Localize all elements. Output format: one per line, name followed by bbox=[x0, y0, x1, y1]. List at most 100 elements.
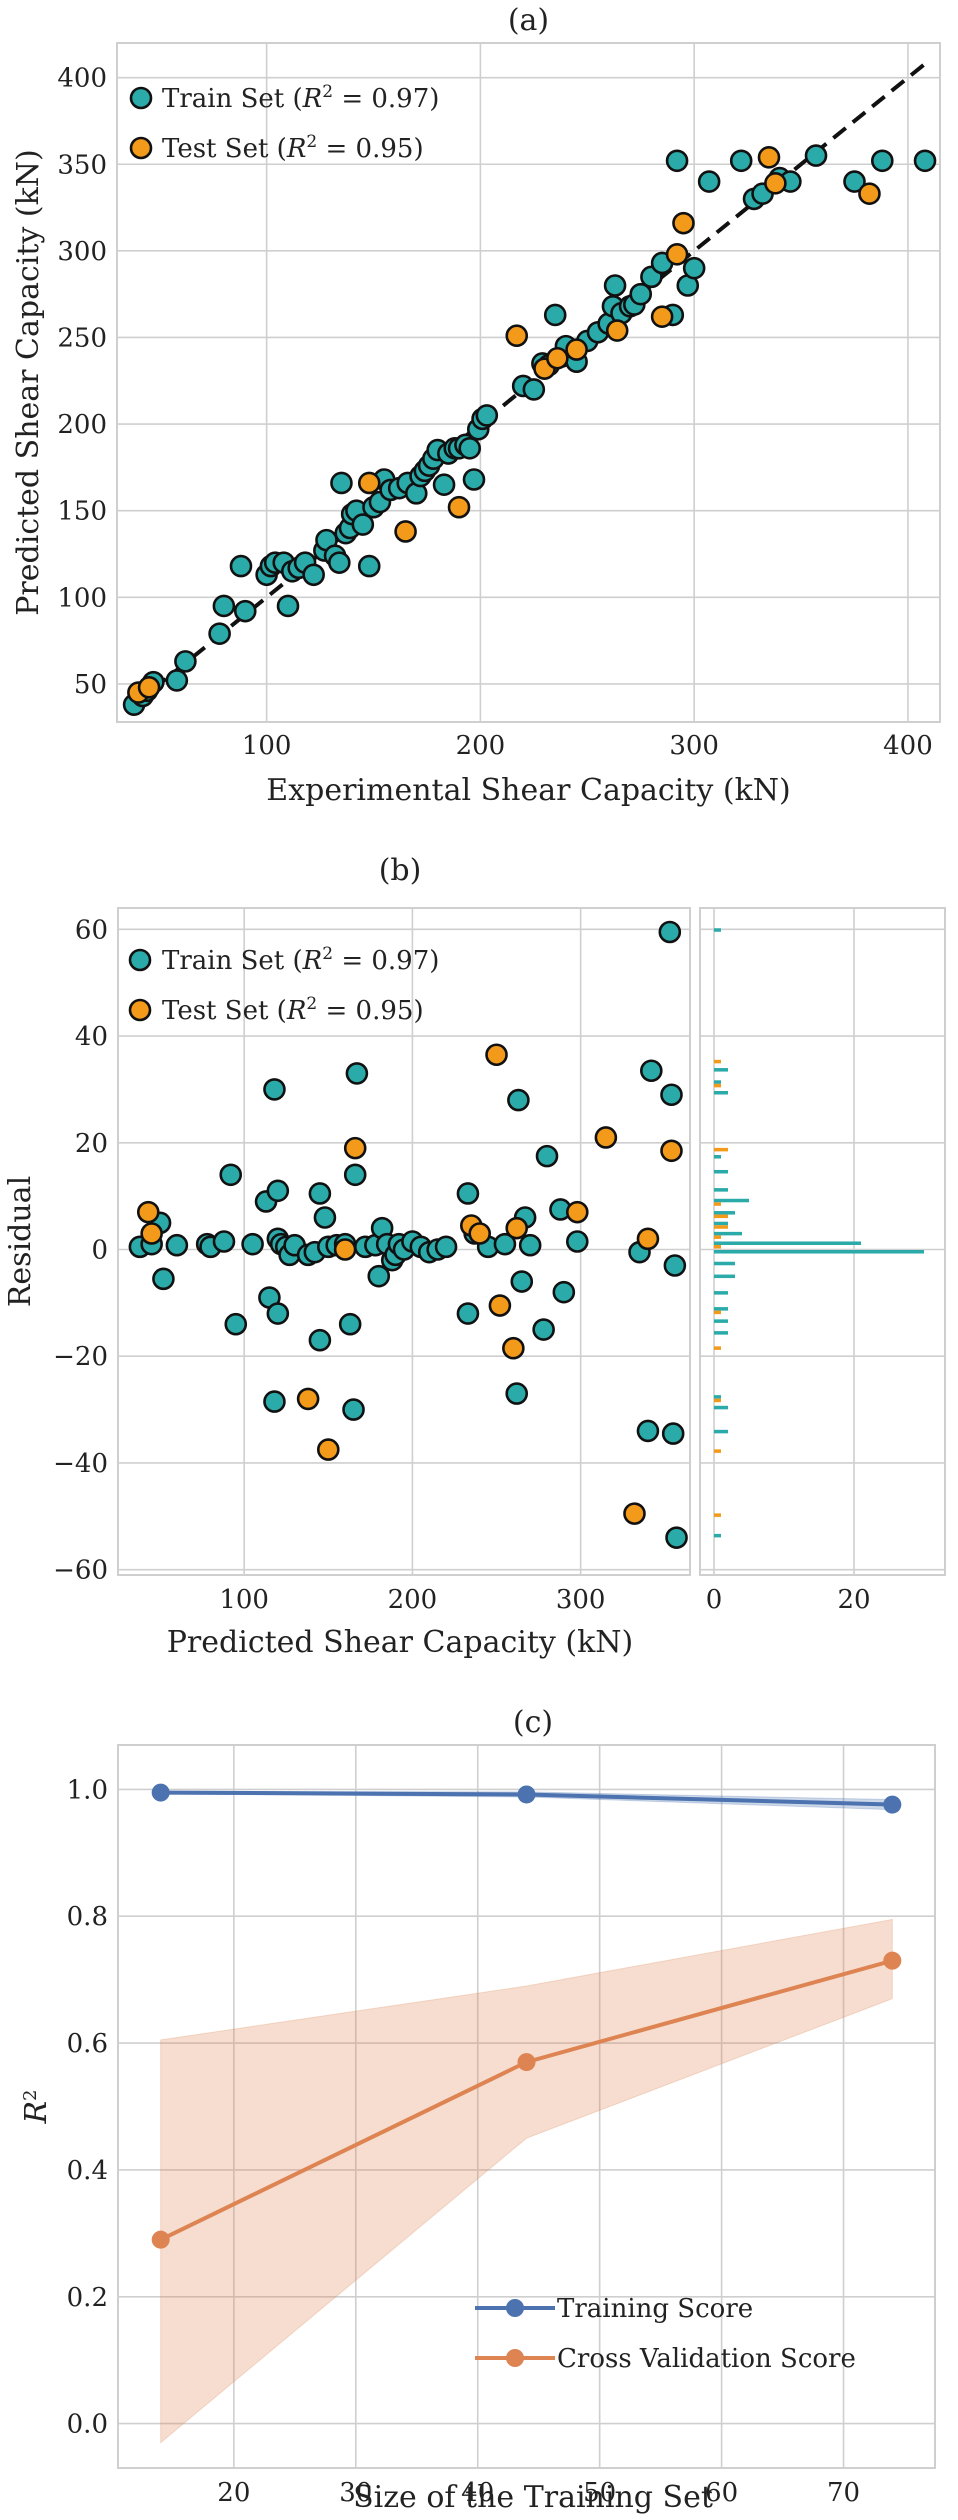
train-point bbox=[263, 1078, 286, 1101]
test-point bbox=[764, 172, 787, 195]
hist-bar-train bbox=[714, 1188, 728, 1192]
test-point bbox=[757, 146, 781, 169]
y-tick-label: 1.0 bbox=[67, 1775, 108, 1805]
x-tick-label: 300 bbox=[669, 731, 719, 761]
train-point bbox=[266, 1179, 290, 1203]
train-point bbox=[432, 473, 456, 496]
hist-bar-test bbox=[714, 1147, 728, 1152]
plot-frame bbox=[117, 1744, 936, 2469]
test-point bbox=[505, 1216, 529, 1240]
y-tick-label: 0.2 bbox=[67, 2283, 108, 2313]
panel-a-scatter: 100 200 300 400 50 100 150 200 250 300 350 400 (a) Ex… bbox=[11, 3, 941, 808]
x-tick-label: 30 bbox=[339, 2478, 372, 2508]
legend-label-train: Train Set (R2 = 0.97) bbox=[162, 944, 439, 976]
cv-score-point bbox=[883, 1951, 902, 1970]
hist-bar-test bbox=[714, 1214, 728, 1219]
train-point bbox=[522, 378, 546, 401]
panel-title: (c) bbox=[513, 1705, 553, 1740]
train-point bbox=[165, 669, 189, 692]
x-tick-label: 300 bbox=[556, 1585, 606, 1615]
x-axis-label: Experimental Shear Capacity (kN) bbox=[266, 773, 790, 808]
test-point bbox=[546, 346, 569, 370]
y-tick-label: −20 bbox=[53, 1342, 108, 1372]
train-point bbox=[233, 599, 257, 623]
x-tick-label: 60 bbox=[705, 2478, 738, 2508]
train-point bbox=[229, 554, 253, 578]
hist-bar-train bbox=[714, 1319, 728, 1323]
train-point bbox=[543, 303, 567, 327]
train-point bbox=[665, 1526, 688, 1549]
test-point bbox=[505, 324, 529, 348]
hist-x-tick-label: 20 bbox=[837, 1585, 870, 1615]
hist-bar-train bbox=[714, 1307, 728, 1311]
x-tick-label: 200 bbox=[388, 1585, 438, 1615]
legend-marker-test bbox=[129, 136, 153, 160]
test-point bbox=[565, 1200, 589, 1224]
train-point bbox=[343, 1163, 367, 1187]
y-tick-label: 0 bbox=[91, 1236, 108, 1266]
train-point bbox=[434, 1235, 458, 1259]
train-point bbox=[351, 513, 375, 536]
train-point bbox=[603, 274, 627, 297]
train-point bbox=[224, 1312, 248, 1336]
train-point bbox=[458, 437, 482, 460]
train-point bbox=[729, 149, 753, 173]
test-point bbox=[316, 1438, 340, 1461]
train-point bbox=[518, 1233, 542, 1257]
y-axis-label: Residual bbox=[3, 1176, 38, 1307]
test-point bbox=[343, 1136, 367, 1160]
y-tick-label: 100 bbox=[57, 583, 107, 613]
train-point bbox=[505, 1382, 529, 1405]
hist-bar-test bbox=[714, 1346, 721, 1350]
train-point bbox=[342, 1398, 365, 1421]
hist-bar-train bbox=[714, 1169, 728, 1174]
hist-bar-train bbox=[714, 1250, 924, 1254]
x-tick-label: 20 bbox=[217, 2478, 250, 2508]
test-point bbox=[594, 1126, 618, 1149]
test-point bbox=[394, 520, 417, 543]
hist-bar-test bbox=[714, 1398, 721, 1403]
training-score-point bbox=[517, 1785, 536, 1804]
train-point bbox=[345, 1062, 369, 1085]
test-point bbox=[447, 495, 471, 519]
test-point bbox=[636, 1227, 660, 1251]
legend-marker-test bbox=[128, 998, 152, 1022]
y-tick-label: 250 bbox=[57, 323, 107, 353]
test-point bbox=[565, 338, 588, 361]
y-axis-label: R2 bbox=[19, 2089, 54, 2124]
test-point bbox=[333, 1238, 357, 1261]
train-point bbox=[308, 1328, 332, 1352]
legend-label-test: Test Set (R2 = 0.95) bbox=[162, 994, 424, 1026]
x-axis-label: Size of the Training Set bbox=[353, 2480, 713, 2515]
hist-bar-test bbox=[714, 1083, 721, 1088]
training-score-point bbox=[883, 1795, 902, 1814]
train-point bbox=[682, 256, 706, 280]
train-point bbox=[507, 1088, 530, 1112]
train-point bbox=[208, 622, 231, 645]
hist-bar-train bbox=[714, 1080, 721, 1084]
train-point bbox=[367, 1264, 391, 1288]
y-tick-label: 200 bbox=[57, 410, 107, 440]
hist-bar-train bbox=[714, 1533, 721, 1538]
hist-bar-train bbox=[714, 1068, 728, 1072]
train-point bbox=[330, 471, 353, 495]
train-point bbox=[456, 1182, 480, 1205]
y-tick-label: 60 bbox=[75, 915, 108, 945]
plot-frame bbox=[116, 42, 941, 723]
test-point bbox=[140, 1222, 163, 1245]
train-point bbox=[338, 1312, 362, 1336]
y-tick-label: 0.8 bbox=[67, 1902, 108, 1932]
train-point bbox=[658, 920, 682, 944]
test-point bbox=[502, 1336, 525, 1360]
x-tick-label: 70 bbox=[827, 2478, 860, 2508]
x-tick-label: 50 bbox=[583, 2478, 616, 2508]
hist-bar-test bbox=[714, 1059, 721, 1064]
train-point bbox=[152, 1267, 175, 1291]
hist-bar-test bbox=[714, 1225, 728, 1229]
x-tick-label: 200 bbox=[456, 731, 506, 761]
train-point bbox=[475, 404, 499, 427]
test-point bbox=[623, 1502, 646, 1525]
train-point bbox=[174, 650, 197, 673]
train-point bbox=[532, 1318, 555, 1341]
